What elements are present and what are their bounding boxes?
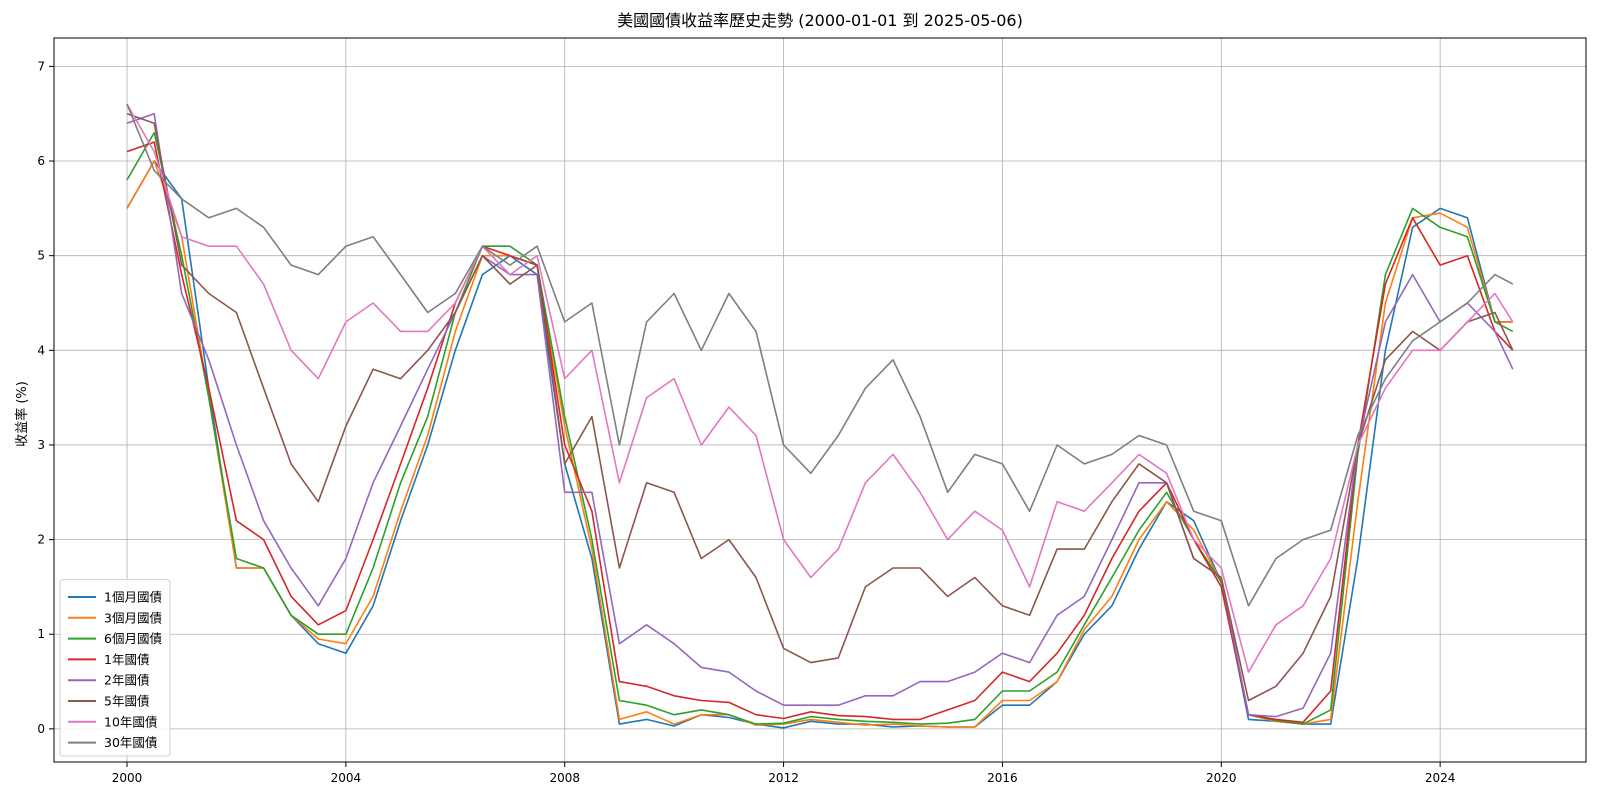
y-tick-label: 2 bbox=[37, 533, 45, 547]
series-line-2 bbox=[126, 160, 1513, 728]
x-tick-label: 2024 bbox=[1425, 771, 1456, 785]
series-line-7 bbox=[126, 103, 1514, 673]
series-line-5 bbox=[126, 112, 1514, 718]
series-line-3 bbox=[126, 131, 1514, 725]
chart-title: 美國國債收益率歷史走勢 (2000-01-01 到 2025-05-06) bbox=[617, 11, 1023, 30]
legend-label: 6個月國債 bbox=[104, 631, 162, 646]
series-line-4 bbox=[126, 141, 1514, 724]
y-tick-label: 1 bbox=[37, 627, 45, 641]
y-tick-label: 3 bbox=[37, 438, 45, 452]
legend-label: 1年國債 bbox=[104, 652, 149, 667]
y-tick-label: 7 bbox=[37, 59, 45, 73]
y-tick-label: 0 bbox=[37, 722, 45, 736]
plot-frame bbox=[53, 37, 1587, 763]
legend-label: 10年國債 bbox=[104, 714, 157, 729]
x-tick-label: 2012 bbox=[768, 771, 799, 785]
y-tick-label: 6 bbox=[37, 154, 45, 168]
x-tick-label: 2004 bbox=[331, 771, 362, 785]
x-tick-label: 2000 bbox=[112, 771, 143, 785]
y-axis-label: 收益率 (%) bbox=[14, 381, 30, 447]
series-line-1 bbox=[126, 160, 1513, 729]
series-line-8 bbox=[126, 103, 1514, 607]
series-lines bbox=[126, 103, 1514, 729]
axis-ticks: 2000 2004 2008 2012 2016 2020 2024 0 1 2 3 4 5 6 7 bbox=[37, 59, 1455, 785]
legend-label: 3個月國債 bbox=[104, 610, 162, 625]
legend-label: 30年國債 bbox=[104, 735, 157, 750]
series-line-6 bbox=[126, 112, 1514, 702]
legend-label: 1個月國債 bbox=[104, 590, 162, 605]
x-tick-label: 2016 bbox=[987, 771, 1018, 785]
x-tick-label: 2020 bbox=[1206, 771, 1237, 785]
y-tick-label: 5 bbox=[37, 249, 45, 263]
legend: 1個月國債 3個月國債 6個月國債 1年國債 2年國債 5年國債 10年國債 30年國債 bbox=[59, 579, 171, 757]
legend-label: 2年國債 bbox=[104, 673, 149, 688]
y-tick-label: 4 bbox=[37, 343, 45, 357]
grid-lines bbox=[54, 38, 1586, 762]
legend-box bbox=[59, 579, 171, 757]
legend-label: 5年國債 bbox=[104, 694, 149, 709]
x-tick-label: 2008 bbox=[549, 771, 580, 785]
